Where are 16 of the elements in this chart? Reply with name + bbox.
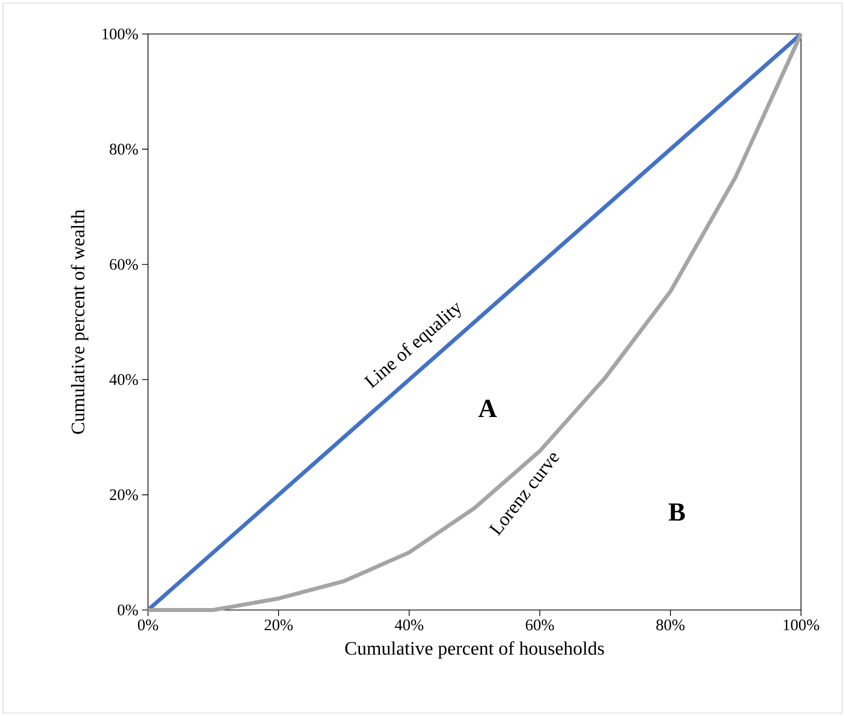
x-tick-label: 40% <box>394 620 424 630</box>
x-tick-label: 0% <box>138 620 158 630</box>
y-tick-label: 80% <box>110 144 138 155</box>
y-tick-label: 0% <box>118 604 138 616</box>
x-tick-label: 100% <box>784 620 820 630</box>
x-axis-title: Cumulative percent of households <box>345 641 604 659</box>
y-tick-label: 40% <box>109 374 138 386</box>
x-tick-label: 80% <box>656 620 685 630</box>
y-axis-title: Cumulative percent of wealth <box>70 210 88 434</box>
y-tick-label: 60% <box>110 258 138 270</box>
y-tick-label: 100% <box>102 28 138 40</box>
annotation: B <box>668 504 685 521</box>
y-tick-label: 20% <box>110 489 138 500</box>
x-tick-label: 60% <box>526 620 554 630</box>
annotation: A <box>478 400 497 417</box>
x-tick-label: 20% <box>264 620 293 630</box>
